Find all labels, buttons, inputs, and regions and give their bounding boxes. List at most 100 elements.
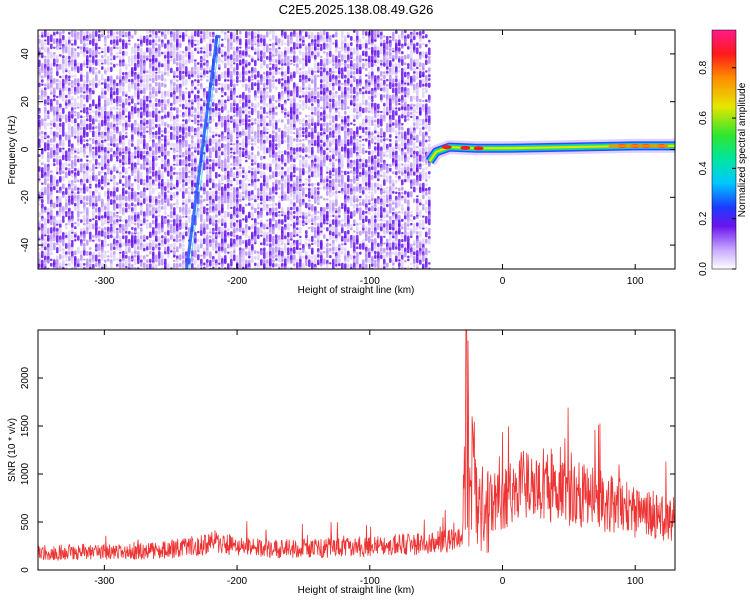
noise-cell [122, 142, 125, 150]
noise-cell [260, 55, 263, 62]
noise-cell [77, 55, 80, 58]
noise-cell [224, 123, 227, 131]
noise-cell [206, 166, 209, 170]
noise-cell [191, 119, 194, 123]
noise-cell [155, 130, 158, 136]
noise-cell [47, 259, 50, 264]
noise-cell [317, 251, 320, 254]
noise-cell [155, 238, 158, 242]
noise-cell [98, 126, 101, 132]
noise-cell [332, 210, 335, 216]
noise-cell [125, 159, 128, 162]
noise-cell [311, 106, 314, 112]
noise-cell [122, 47, 125, 50]
noise-cell [329, 206, 332, 214]
noise-cell [263, 238, 266, 246]
noise-cell [116, 218, 119, 223]
noise-cell [221, 106, 224, 113]
noise-cell [290, 56, 293, 59]
noise-cell [59, 82, 62, 90]
noise-cell [272, 198, 275, 203]
noise-cell [179, 75, 182, 81]
noise-cell [230, 42, 233, 47]
noise-cell [59, 246, 62, 252]
noise-cell [101, 119, 104, 127]
noise-cell [275, 154, 278, 162]
noise-cell [47, 198, 50, 205]
noise-cell [83, 138, 86, 143]
noise-cell [236, 182, 239, 186]
noise-cell [113, 98, 116, 104]
noise-cell [350, 178, 353, 183]
noise-cell [65, 86, 68, 91]
noise-cell [131, 243, 134, 249]
noise-cell [155, 102, 158, 107]
noise-cell [347, 155, 350, 159]
noise-cell [83, 91, 86, 94]
noise-cell [119, 103, 122, 107]
noise-cell [65, 263, 68, 266]
noise-cell [122, 90, 125, 97]
noise-cell [296, 110, 299, 115]
noise-cell [335, 204, 338, 207]
noise-cell [179, 70, 182, 76]
noise-cell [185, 147, 188, 151]
noise-cell [272, 54, 275, 57]
noise-cell [206, 147, 209, 153]
noise-cell [203, 62, 206, 66]
noise-cell [98, 251, 101, 255]
noise-cell [275, 66, 278, 72]
noise-cell [152, 254, 155, 260]
noise-cell [104, 70, 107, 74]
noise-cell [200, 263, 203, 267]
noise-cell [122, 123, 125, 127]
noise-cell [332, 219, 335, 226]
noise-cell [74, 135, 77, 139]
noise-cell [347, 210, 350, 215]
noise-cell [221, 223, 224, 227]
noise-cell [305, 131, 308, 135]
noise-cell [347, 142, 350, 145]
noise-cell [272, 191, 275, 195]
noise-cell [173, 231, 176, 235]
noise-cell [185, 34, 188, 37]
noise-cell [140, 139, 143, 145]
noise-cell [287, 258, 290, 265]
noise-cell [245, 218, 248, 223]
noise-cell [290, 110, 293, 116]
noise-cell [164, 155, 167, 160]
noise-cell [113, 143, 116, 148]
noise-cell [257, 42, 260, 48]
noise-cell [293, 259, 296, 264]
noise-cell [227, 79, 230, 82]
noise-cell [101, 246, 104, 253]
noise-cell [233, 250, 236, 254]
noise-cell [221, 38, 224, 41]
noise-cell [251, 152, 254, 156]
noise-cell [59, 178, 62, 183]
noise-cell [77, 62, 80, 68]
noise-cell [302, 134, 305, 138]
noise-cell [188, 215, 191, 223]
noise-cell [290, 186, 293, 194]
noise-cell [245, 230, 248, 238]
noise-cell [254, 67, 257, 73]
noise-cell [257, 115, 260, 120]
noise-cell [338, 107, 341, 110]
noise-cell [311, 54, 314, 59]
noise-cell [185, 163, 188, 167]
noise-cell [290, 98, 293, 106]
noise-cell [170, 171, 173, 177]
noise-cell [329, 250, 332, 253]
noise-cell [236, 150, 239, 155]
noise-cell [110, 127, 113, 130]
noise-cell [302, 62, 305, 70]
noise-cell [248, 119, 251, 123]
noise-cell [215, 171, 218, 179]
noise-cell [332, 107, 335, 110]
noise-cell [203, 190, 206, 195]
noise-cell [119, 251, 122, 254]
noise-cell [62, 46, 65, 54]
noise-cell [308, 178, 311, 183]
noise-cell [329, 90, 332, 96]
